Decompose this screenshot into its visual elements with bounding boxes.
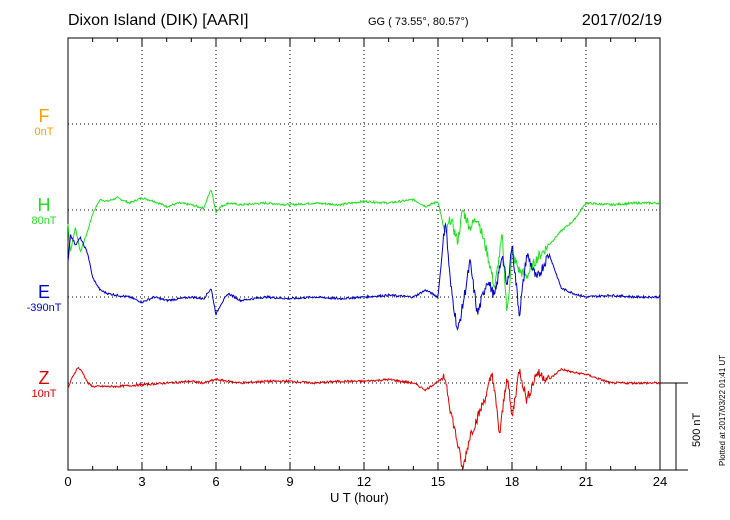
x-tick-label-21: 21 [579,474,593,489]
component-h-name: H [37,195,51,215]
x-tick-label-18: 18 [505,474,519,489]
x-axis-label: U T (hour) [330,490,389,505]
plotted-timestamp: Plotted at 2017/03/22 01:41 UT [718,354,727,466]
component-h-baseline: 80nT [31,215,57,227]
series-lines [67,190,661,470]
component-z-baseline: 10nT [31,388,57,400]
x-tick-label-0: 0 [64,474,71,489]
x-tick-label-24: 24 [653,474,667,489]
component-label-z: Z 10nT [14,368,74,401]
x-axis-ticks: 0 3 6 9 12 15 18 21 24 [64,38,667,489]
component-f-name: F [38,106,50,126]
component-label-e: E -390nT [14,282,74,315]
grid-lines [68,38,660,470]
coordinates-label: GG ( 73.55°, 80.57°) [368,16,469,28]
x-tick-label-12: 12 [357,474,371,489]
series-line-z [67,366,661,470]
x-tick-label-9: 9 [286,474,293,489]
component-label-h: H 80nT [14,195,74,228]
date-label: 2017/02/19 [581,12,662,29]
component-z-name: Z [38,368,50,388]
scale-bar [660,382,688,471]
x-tick-label-15: 15 [431,474,445,489]
component-f-baseline: 0nT [34,126,54,138]
scale-bar-label: 500 nT [691,412,703,447]
component-e-name: E [37,282,50,302]
series-line-e [67,222,661,331]
series-line-h [67,190,661,311]
component-label-f: F 0nT [14,106,74,139]
station-title: Dixon Island (DIK) [AARI] [68,12,249,29]
x-tick-label-3: 3 [138,474,145,489]
component-e-baseline: -390nT [26,302,62,314]
x-tick-label-6: 6 [212,474,219,489]
